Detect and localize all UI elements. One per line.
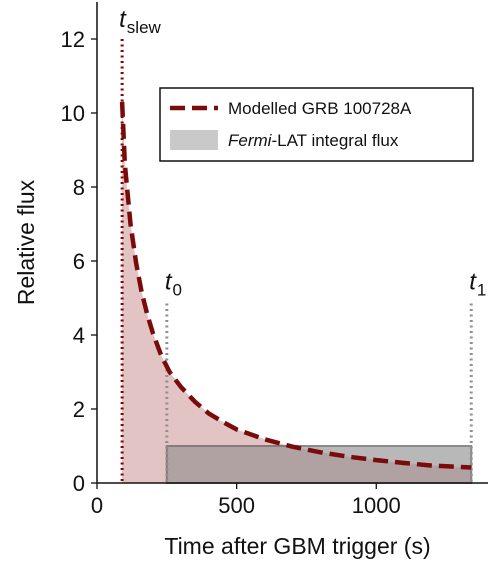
y-tick-label: 8 — [73, 175, 85, 200]
model-area-fill-overlay — [122, 101, 472, 484]
y-tick-label: 0 — [73, 471, 85, 496]
x-tick-label: 500 — [218, 493, 255, 518]
marker-label-main-2: t — [469, 269, 477, 296]
legend-model-label: Modelled GRB 100728A — [228, 99, 412, 118]
marker-label-main-0: t — [119, 6, 127, 33]
model-area-fill — [122, 101, 472, 484]
x-tick-label: 0 — [91, 493, 103, 518]
y-axis-title: Relative flux — [13, 179, 39, 305]
marker-label-1: t0 — [165, 269, 182, 300]
y-tick-label: 2 — [73, 397, 85, 422]
marker-label-sub-1: 0 — [172, 281, 181, 300]
y-tick-label: 4 — [73, 323, 85, 348]
legend-lat-swatch — [170, 130, 218, 150]
marker-label-sub-2: 1 — [477, 281, 486, 300]
legend-lat-label-rest: -LAT integral flux — [271, 131, 398, 150]
marker-label-main-1: t — [165, 269, 173, 296]
y-tick-label: 12 — [61, 27, 85, 52]
legend-lat-label-italic: Fermi — [228, 131, 273, 150]
y-tick-label: 10 — [61, 101, 85, 126]
legend: Modelled GRB 100728A Fermi-LAT integral … — [159, 87, 474, 162]
marker-label-sub-0: slew — [127, 18, 162, 37]
x-tick-label: 1000 — [352, 493, 401, 518]
marker-label-2: t1 — [469, 269, 486, 300]
y-tick-label: 6 — [73, 249, 85, 274]
legend-lat-label: Fermi-LAT integral flux — [228, 131, 399, 150]
marker-label-0: tslew — [119, 6, 161, 37]
x-axis-title: Time after GBM trigger (s) — [164, 533, 430, 559]
model-curve — [119, 101, 472, 470]
